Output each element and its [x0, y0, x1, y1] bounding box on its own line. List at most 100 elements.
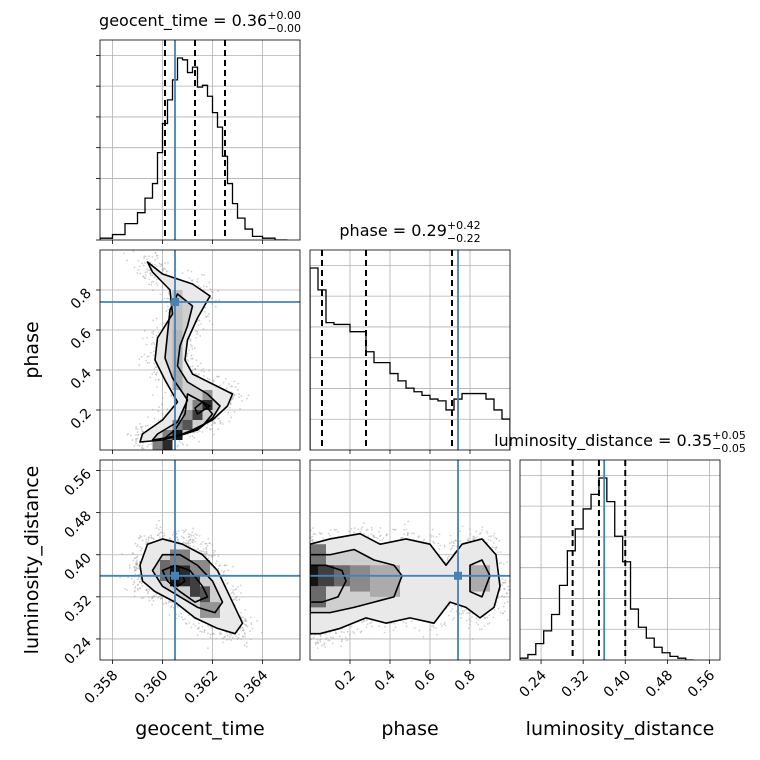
panel-luminosity_distance-vs-geocent_time-point-22: [137, 588, 139, 591]
panel-phase-vs-geocent_time-point-374: [152, 319, 155, 322]
panel-phase-vs-geocent_time-point-596: [146, 361, 149, 364]
panel-phase-vs-geocent_time-point-45: [136, 428, 139, 430]
panel-luminosity_distance-vs-geocent_time-point-455: [211, 633, 213, 635]
panel-luminosity_distance-vs-geocent_time-point-453: [137, 583, 140, 586]
panel-luminosity_distance-vs-geocent_time-point-457: [211, 554, 214, 557]
panel-phase-vs-geocent_time-point-366: [146, 355, 149, 358]
panel-luminosity_distance-vs-phase-point-179: [501, 584, 503, 587]
panel-phase-vs-geocent_time-point-83: [159, 265, 162, 268]
panel-luminosity_distance-vs-geocent_time-point-39: [245, 641, 248, 644]
panel-phase-vs-geocent_time-point-78: [203, 375, 205, 377]
panel-luminosity_distance-vs-phase-point-601: [492, 534, 495, 537]
panel-luminosity_distance-vs-geocent_time-point-568: [234, 588, 237, 591]
panel-luminosity_distance-vs-geocent_time-point-424: [226, 634, 229, 637]
panel-phase-vs-geocent_time-point-330: [210, 297, 213, 300]
panel-phase-vs-geocent_time-point-86: [190, 345, 193, 348]
hist-phase: [309, 249, 511, 451]
panel-luminosity_distance-vs-geocent_time-point-359: [138, 536, 141, 539]
panel-phase-vs-geocent_time-point-222: [218, 299, 221, 301]
panel-luminosity_distance-vs-phase-point-117: [319, 640, 322, 643]
panel-luminosity_distance-vs-geocent_time-point-487: [157, 534, 160, 537]
panel-luminosity_distance-vs-phase-point-388: [384, 625, 386, 628]
panel-luminosity_distance-vs-phase-contour-3: [469, 559, 491, 598]
panel-phase-vs-geocent_time-density-3: [192, 410, 203, 420]
panel-phase-vs-geocent_time-point-673: [196, 330, 199, 333]
panel-phase-vs-geocent_time-point-611: [241, 399, 243, 402]
panel-luminosity_distance-vs-geocent_time-point-336: [150, 536, 153, 539]
panel-luminosity_distance-vs-geocent_time-point-31: [189, 539, 192, 542]
panel-phase-vs-geocent_time-point-21: [234, 386, 237, 389]
panel-luminosity_distance-vs-phase-point-180: [314, 643, 317, 646]
panel-luminosity_distance-vs-geocent_time-point-237: [152, 599, 155, 602]
panel-luminosity_distance-vs-phase-point-460: [447, 614, 450, 617]
panel-phase-vs-geocent_time-point-130: [150, 343, 153, 345]
panel-luminosity_distance-vs-geocent_time-point-161: [133, 590, 136, 593]
panel-phase-vs-geocent_time-point-255: [216, 417, 219, 420]
panel-phase-vs-geocent_time-point-406: [137, 434, 140, 436]
panel-luminosity_distance-vs-phase-point-363: [501, 594, 504, 597]
panel-phase-vs-geocent_time-point-514: [229, 403, 232, 406]
panel-luminosity_distance-vs-geocent_time: [99, 459, 301, 661]
panel-luminosity_distance-vs-phase-point-183: [471, 638, 474, 640]
panel-luminosity_distance-vs-phase-point-305: [340, 640, 343, 643]
panel-luminosity_distance-vs-geocent_time-point-694: [163, 534, 166, 537]
panel-phase-vs-geocent_time-point-603: [156, 254, 158, 257]
panel-luminosity_distance-vs-phase-point-430: [503, 587, 506, 590]
panel-luminosity_distance-vs-geocent_time-point-155: [119, 576, 122, 579]
panel-luminosity_distance-vs-geocent_time-point-670: [139, 545, 141, 548]
panel-phase-vs-geocent_time-point-64: [140, 428, 143, 431]
panel-phase-vs-geocent_time-point-561: [231, 385, 234, 388]
panel-phase-vs-geocent_time-point-167: [239, 407, 242, 410]
panel-phase-vs-geocent_time-point-418: [131, 439, 134, 441]
panel-phase-vs-geocent_time-point-193: [170, 395, 173, 397]
panel-phase-vs-geocent_time-point-425: [127, 433, 130, 435]
panel-luminosity_distance-vs-geocent_time-point-226: [201, 540, 204, 543]
panel-phase-vs-geocent_time-point-447: [197, 284, 200, 287]
panel-luminosity_distance-vs-geocent_time-point-282: [131, 577, 133, 580]
panel-luminosity_distance-vs-geocent_time-point-115: [241, 629, 244, 632]
panel-luminosity_distance-vs-phase-point-92: [473, 536, 475, 538]
panel-phase-vs-geocent_time-point-10: [166, 297, 168, 300]
panel-phase-vs-geocent_time-point-23: [194, 368, 197, 371]
panel-luminosity_distance-vs-geocent_time-point-646: [242, 635, 245, 638]
panel-luminosity_distance-vs-phase-point-282: [471, 616, 473, 619]
panel-luminosity_distance-vs-geocent_time-point-283: [136, 563, 138, 566]
panel-phase-vs-geocent_time-point-267: [218, 375, 220, 378]
panel-luminosity_distance-vs-geocent_time-point-325: [177, 530, 180, 532]
panel-luminosity_distance-vs-geocent_time-point-2: [161, 597, 163, 599]
panel-luminosity_distance-vs-geocent_time-point-106: [176, 539, 179, 541]
panel-luminosity_distance-vs-phase-point-157: [413, 532, 415, 535]
xtick-label-phase-1: 0.4: [372, 667, 399, 694]
panel-luminosity_distance-vs-geocent_time-point-109: [177, 606, 180, 608]
panel-luminosity_distance-vs-phase-contour-0: [310, 532, 501, 635]
panel-luminosity_distance-vs-phase-point-221: [301, 634, 303, 636]
panel-luminosity_distance-vs-phase-point-42: [432, 624, 435, 627]
panel-phase-vs-geocent_time-point-318: [167, 292, 170, 295]
panel-luminosity_distance-vs-phase-point-425: [410, 620, 413, 623]
panel-luminosity_distance-vs-phase-point-94: [376, 537, 379, 540]
panel-phase-vs-geocent_time-point-20: [166, 270, 169, 273]
hist-luminosity_distance: [519, 459, 721, 661]
panel-luminosity_distance-vs-phase-point-478: [312, 533, 315, 535]
panel-phase-vs-geocent_time-point-437: [138, 265, 141, 268]
panel-phase-vs-geocent_time-point-523: [140, 446, 143, 449]
panel-luminosity_distance-vs-phase-point-494: [332, 636, 335, 639]
panel-luminosity_distance-vs-phase-point-366: [478, 628, 481, 631]
panel-phase-vs-geocent_time-point-112: [219, 421, 222, 424]
panel-luminosity_distance-vs-geocent_time-point-269: [223, 564, 226, 567]
panel-luminosity_distance-vs-geocent_time-point-129: [219, 631, 221, 634]
panel-phase-vs-geocent_time-point-541: [156, 284, 159, 287]
panel-luminosity_distance-vs-geocent_time-contour-0: [139, 538, 244, 635]
panel-phase-vs-geocent_time-point-1: [161, 268, 164, 271]
panel-phase-vs-geocent_time-point-109: [154, 251, 157, 254]
panel-phase-vs-geocent_time-point-668: [151, 289, 154, 292]
panel-luminosity_distance-vs-geocent_time-point-380: [148, 599, 151, 602]
panel-luminosity_distance-vs-geocent_time-point-169: [131, 552, 134, 555]
panel-luminosity_distance-vs-phase-point-204: [367, 535, 370, 537]
panel-phase-vs-geocent_time-point-536: [136, 444, 139, 447]
panel-phase-vs-geocent_time-point-517: [197, 374, 199, 377]
panel-phase-vs-geocent_time-point-669: [189, 365, 192, 368]
panel-luminosity_distance-vs-phase-point-345: [495, 537, 498, 540]
panel-phase-vs-geocent_time-point-88: [129, 434, 132, 437]
panel-luminosity_distance-vs-phase-point-556: [506, 601, 509, 603]
